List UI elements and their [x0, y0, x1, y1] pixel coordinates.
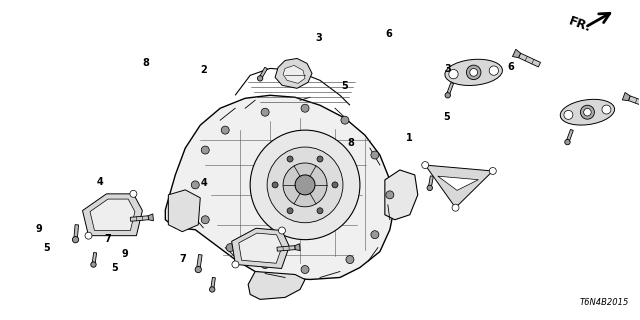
Text: 4: 4	[96, 177, 103, 187]
Polygon shape	[566, 129, 573, 143]
Polygon shape	[428, 176, 433, 188]
Polygon shape	[83, 194, 142, 236]
Circle shape	[317, 208, 323, 214]
Text: 5: 5	[44, 243, 50, 252]
Polygon shape	[295, 244, 300, 251]
Circle shape	[467, 65, 481, 80]
Polygon shape	[131, 216, 148, 221]
Polygon shape	[518, 53, 541, 67]
Circle shape	[564, 110, 573, 119]
Text: 2: 2	[200, 65, 207, 75]
Text: 7: 7	[104, 234, 111, 244]
Circle shape	[287, 156, 293, 162]
Polygon shape	[275, 59, 312, 88]
Circle shape	[317, 156, 323, 162]
Circle shape	[287, 208, 293, 214]
Circle shape	[371, 151, 379, 159]
Text: 5: 5	[111, 263, 118, 273]
Polygon shape	[148, 214, 154, 221]
Circle shape	[201, 146, 209, 154]
Circle shape	[445, 92, 451, 98]
Circle shape	[278, 227, 285, 234]
Polygon shape	[445, 59, 502, 85]
Polygon shape	[628, 96, 640, 108]
Circle shape	[427, 185, 433, 191]
Text: 5: 5	[443, 112, 450, 122]
Circle shape	[301, 266, 309, 274]
Circle shape	[422, 162, 429, 169]
Text: T6N4B2015: T6N4B2015	[580, 298, 629, 307]
Circle shape	[72, 236, 79, 243]
Text: 3: 3	[444, 64, 451, 74]
Circle shape	[91, 262, 96, 267]
Polygon shape	[277, 246, 295, 251]
Circle shape	[470, 68, 477, 76]
Polygon shape	[283, 65, 305, 83]
Circle shape	[261, 108, 269, 116]
Polygon shape	[248, 271, 305, 300]
Text: 8: 8	[143, 58, 150, 68]
Circle shape	[490, 167, 496, 174]
Text: 4: 4	[200, 178, 207, 188]
Text: 9: 9	[122, 249, 129, 259]
Polygon shape	[92, 252, 97, 265]
Polygon shape	[385, 170, 418, 220]
Circle shape	[295, 175, 315, 195]
Circle shape	[452, 204, 459, 211]
Circle shape	[449, 69, 458, 79]
Circle shape	[195, 266, 202, 273]
Text: 8: 8	[348, 139, 354, 148]
Polygon shape	[196, 254, 202, 270]
Text: 7: 7	[179, 254, 186, 264]
Circle shape	[301, 104, 309, 112]
Circle shape	[283, 163, 327, 207]
Circle shape	[226, 244, 234, 252]
Circle shape	[261, 260, 269, 268]
Circle shape	[602, 105, 611, 114]
Circle shape	[130, 190, 137, 197]
Polygon shape	[239, 233, 282, 263]
Circle shape	[232, 261, 239, 268]
Circle shape	[332, 182, 338, 188]
Polygon shape	[259, 67, 268, 79]
Text: FR.: FR.	[567, 14, 593, 35]
Polygon shape	[560, 99, 614, 125]
Text: 1: 1	[406, 133, 413, 143]
Polygon shape	[622, 92, 630, 100]
Circle shape	[341, 116, 349, 124]
Text: 6: 6	[385, 29, 392, 39]
Polygon shape	[513, 49, 520, 58]
Circle shape	[201, 216, 209, 224]
Circle shape	[85, 232, 92, 239]
Circle shape	[272, 182, 278, 188]
Circle shape	[489, 66, 499, 75]
Text: 9: 9	[36, 223, 42, 234]
Circle shape	[250, 130, 360, 240]
Text: 5: 5	[341, 81, 348, 91]
Circle shape	[257, 76, 263, 81]
Circle shape	[191, 181, 199, 189]
Circle shape	[580, 105, 595, 119]
Polygon shape	[438, 176, 479, 190]
Text: 3: 3	[316, 33, 322, 43]
Circle shape	[386, 191, 394, 199]
Polygon shape	[165, 95, 395, 279]
Polygon shape	[211, 277, 216, 290]
Polygon shape	[168, 190, 200, 232]
Circle shape	[346, 256, 354, 264]
Circle shape	[371, 231, 379, 239]
Polygon shape	[446, 83, 454, 96]
Polygon shape	[425, 165, 493, 208]
Circle shape	[267, 147, 343, 223]
Polygon shape	[74, 225, 79, 240]
Circle shape	[564, 140, 570, 145]
Polygon shape	[90, 199, 135, 230]
Polygon shape	[232, 228, 289, 268]
Circle shape	[209, 287, 215, 292]
Circle shape	[221, 126, 229, 134]
Circle shape	[584, 108, 591, 116]
Text: 6: 6	[507, 62, 514, 72]
